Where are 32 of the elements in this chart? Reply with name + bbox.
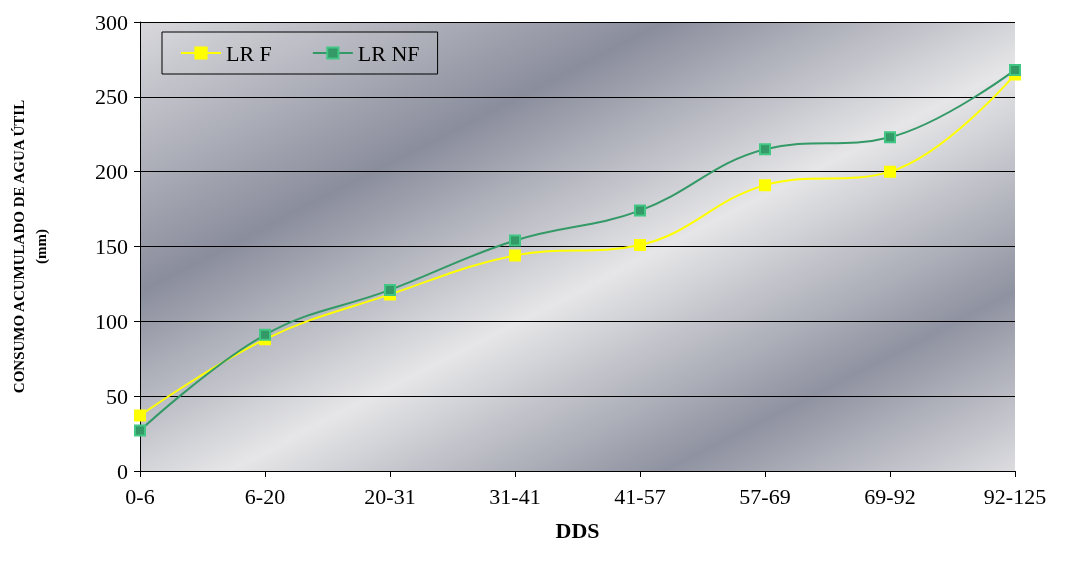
y-tick-label: 50 (106, 383, 128, 409)
point (384, 283, 396, 296)
point (634, 204, 646, 217)
x-tick-label: 92-125 (983, 483, 1047, 509)
y-tick-label: 0 (117, 458, 128, 484)
x-tick-label: 20-31 (364, 483, 416, 509)
point (509, 249, 521, 262)
point (509, 234, 521, 247)
x-tick-label: 6-20 (244, 483, 286, 509)
y-tick-label: 300 (95, 9, 128, 35)
point (884, 165, 896, 178)
x-tick-label: 57-69 (739, 483, 791, 509)
point (1009, 63, 1021, 76)
point (634, 239, 646, 251)
point (759, 143, 771, 156)
y-tick-label: 150 (95, 234, 128, 259)
point (259, 328, 271, 341)
y-tick-label: 250 (95, 84, 128, 110)
x-tick-label: 69-92 (864, 483, 916, 509)
x-tick-label: 41-57 (614, 483, 666, 509)
x-tick-label: 31-41 (489, 483, 541, 509)
x-tick-label: 0-6 (125, 483, 155, 509)
legend-label: LR NF (357, 40, 420, 66)
point (134, 409, 146, 422)
point (759, 179, 771, 192)
legend-label: LR F (226, 40, 272, 66)
point (884, 131, 896, 144)
y-tick-label: 100 (95, 308, 128, 334)
x-axis-title: DDS (555, 517, 600, 543)
point (134, 424, 146, 437)
y-axis-title: CONSUMO ACUMULADO DE AGUA ÚTIL (mm) (11, 99, 50, 394)
y-tick-label: 200 (95, 159, 128, 185)
